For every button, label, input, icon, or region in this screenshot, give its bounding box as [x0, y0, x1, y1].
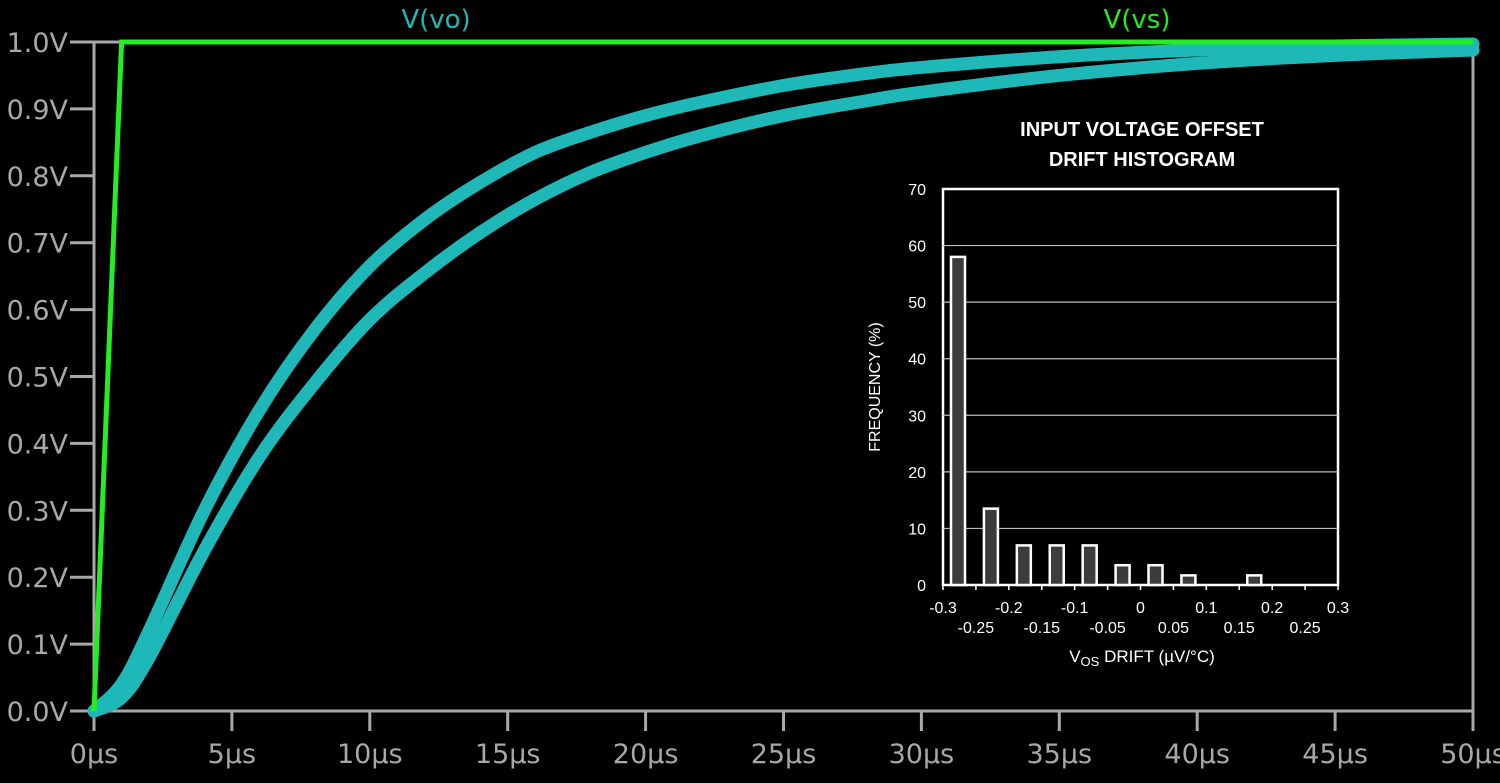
- x-tick-label: 45µs: [1302, 739, 1368, 770]
- histogram-axes: 0 10 20 30 40 50 60 70 -0.3 -0.2 -0.1 0 0.1 0.2 0.3 -0.…: [908, 182, 1349, 637]
- xlabel-rest: DRIFT (µV/°C): [1099, 647, 1214, 666]
- y-tick-label: 0.4V: [7, 429, 69, 460]
- histogram-x-tick-label: 0.3: [1327, 600, 1349, 617]
- histogram-title-line1: INPUT VOLTAGE OFFSET: [1020, 119, 1264, 141]
- histogram-bar[interactable]: [1048, 544, 1065, 587]
- x-tick-label: 35µs: [1026, 739, 1092, 770]
- vo-trace-upper[interactable]: [87, 37, 1480, 718]
- y-tick-label: 0.8V: [7, 162, 69, 193]
- legend-label-vo[interactable]: V(vo): [401, 5, 470, 35]
- x-tick-label: 40µs: [1164, 739, 1230, 770]
- histogram-x-tick-label: 0.25: [1290, 620, 1321, 637]
- histogram-y-tick-label: 50: [908, 295, 926, 312]
- histogram-ylabel: FREQUENCY (%): [867, 322, 884, 452]
- histogram-x-tick-label: -0.05: [1089, 620, 1126, 637]
- waveform-legend: V(vo) V(vs): [401, 5, 1170, 35]
- histogram-bar[interactable]: [1147, 563, 1164, 587]
- x-tick-label: 0µs: [70, 739, 118, 770]
- histogram-y-tick-label: 20: [908, 465, 926, 482]
- histogram-y-tick-label: 30: [908, 408, 926, 425]
- histogram-frame: [941, 187, 1340, 587]
- y-tick-label: 1.0V: [7, 28, 69, 59]
- x-tick-label: 25µs: [751, 739, 817, 770]
- y-tick-label: 0.1V: [7, 630, 69, 661]
- x-tick-label: 20µs: [613, 739, 679, 770]
- histogram-y-tick-label: 40: [908, 352, 926, 369]
- histogram-y-tick-label: 70: [908, 182, 926, 199]
- y-tick-label: 0.5V: [7, 363, 69, 394]
- histogram-inset: INPUT VOLTAGE OFFSET DRIFT HISTOGRAM 0 10…: [867, 119, 1349, 669]
- y-tick-label: 0.6V: [7, 296, 69, 327]
- histogram-x-tick-label: -0.15: [1024, 620, 1061, 637]
- histogram-x-tick-label: 0.2: [1261, 600, 1283, 617]
- histogram-title-line2: DRIFT HISTOGRAM: [1049, 149, 1235, 171]
- histogram-bar[interactable]: [982, 507, 1000, 587]
- histogram-bar[interactable]: [949, 255, 967, 587]
- histogram-x-tick-label: 0: [1136, 600, 1145, 617]
- histogram-x-tick-label: -0.2: [995, 600, 1023, 617]
- histogram-bar[interactable]: [1081, 544, 1098, 587]
- x-tick-label: 50µs: [1440, 739, 1500, 770]
- x-tick-label: 5µs: [208, 739, 256, 770]
- histogram-bar[interactable]: [1180, 574, 1197, 587]
- vs-trace[interactable]: [91, 39, 1473, 712]
- histogram-gridlines: [941, 187, 1340, 587]
- histogram-y-tick-label: 0: [917, 578, 926, 595]
- histogram-x-tick-label: -0.1: [1061, 600, 1089, 617]
- x-tick-label: 10µs: [337, 739, 403, 770]
- histogram-x-tick-label: 0.15: [1224, 620, 1255, 637]
- histogram-bar[interactable]: [1114, 563, 1131, 587]
- histogram-bar[interactable]: [1246, 574, 1263, 587]
- x-tick-label: 30µs: [889, 739, 955, 770]
- xlabel-subscript: OS: [1081, 654, 1100, 669]
- y-tick-label: 0.2V: [7, 563, 69, 594]
- waveform-traces: [87, 37, 1480, 718]
- waveform-axes: 0.0V0.1V0.2V0.3V0.4V0.5V0.6V0.7V0.8V0.9V…: [7, 28, 1500, 770]
- histogram-x-tick-label: 0.05: [1158, 620, 1189, 637]
- y-tick-label: 0.3V: [7, 496, 69, 527]
- x-tick-label: 15µs: [475, 739, 541, 770]
- y-tick-label: 0.0V: [7, 697, 69, 728]
- histogram-x-tick-label: -0.3: [929, 600, 957, 617]
- histogram-y-tick-label: 60: [908, 239, 926, 256]
- histogram-xlabel: VOS DRIFT (µV/°C): [1069, 647, 1215, 669]
- histogram-x-tick-label: 0.1: [1195, 600, 1217, 617]
- histogram-bar[interactable]: [1015, 544, 1033, 587]
- y-tick-label: 0.7V: [7, 229, 69, 260]
- vo-trace-lower[interactable]: [87, 43, 1480, 718]
- y-tick-label: 0.9V: [7, 95, 69, 126]
- histogram-y-tick-label: 10: [908, 521, 926, 538]
- xlabel-v: V: [1069, 647, 1081, 666]
- histogram-x-tick-label: -0.25: [958, 620, 995, 637]
- legend-label-vs[interactable]: V(vs): [1103, 5, 1170, 35]
- histogram-bars: [949, 255, 1263, 587]
